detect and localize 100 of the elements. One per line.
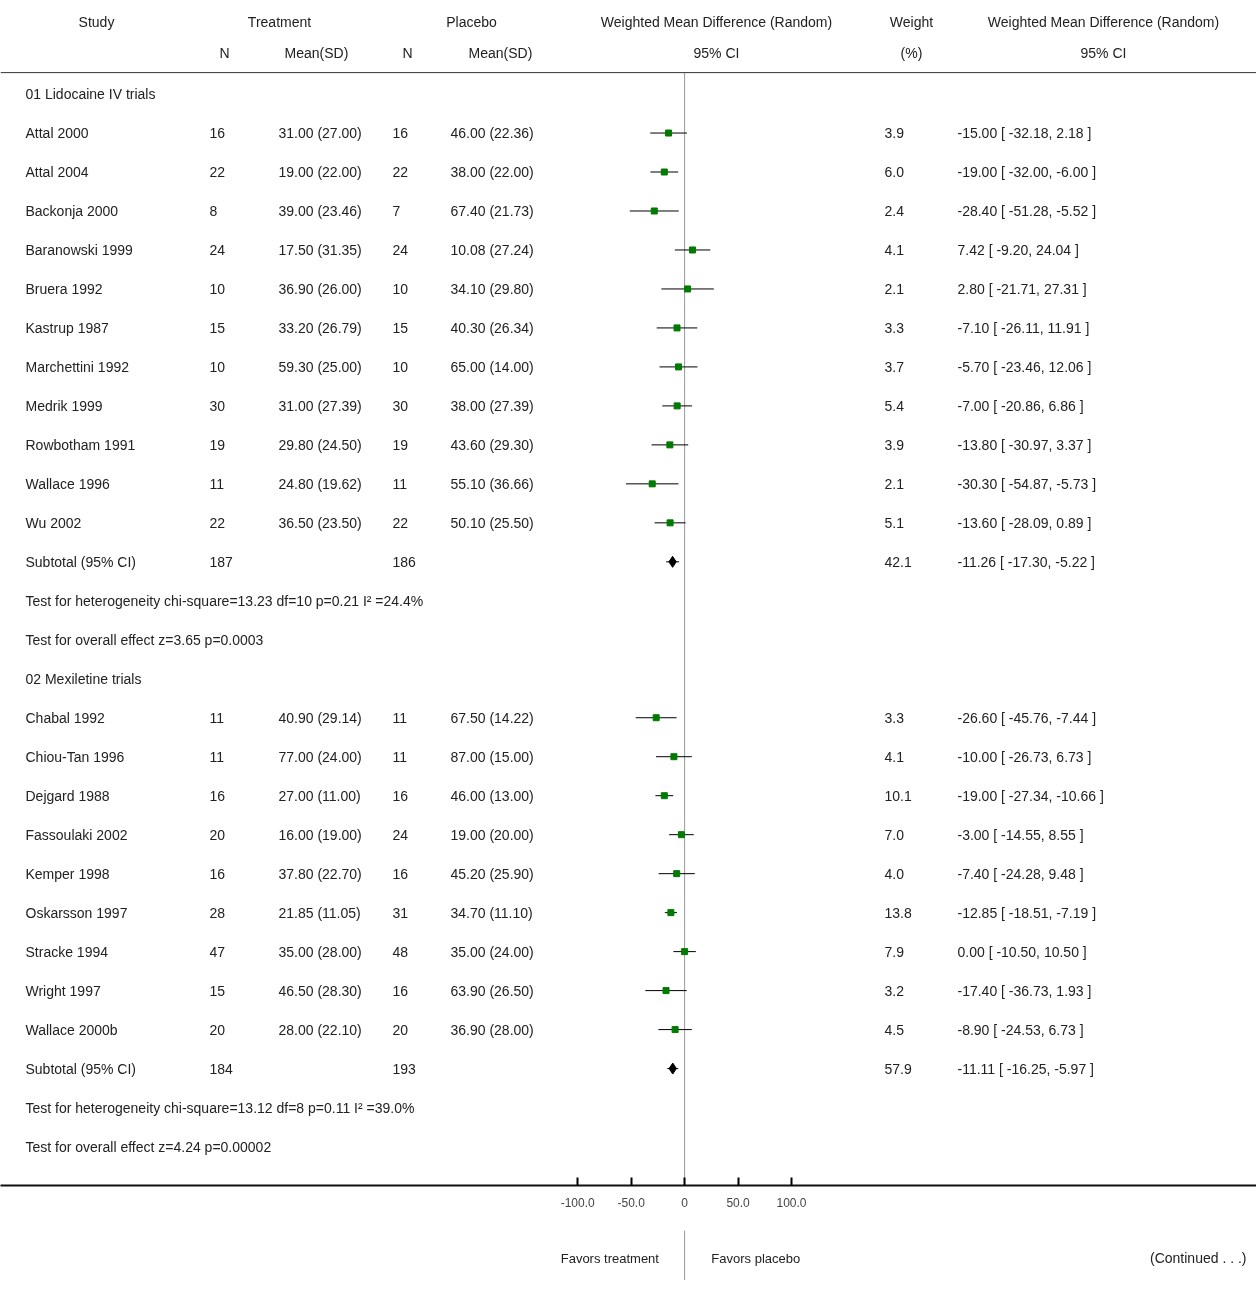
annotation: 39.00 (23.46): [278, 202, 362, 219]
annotation: 50.10 (25.50): [450, 514, 534, 531]
annotation: 46.50 (28.30): [278, 982, 362, 999]
annotation: 40.90 (29.14): [278, 709, 362, 726]
y-tick-label: Medrik 1999: [25, 397, 103, 414]
annotation: 45.20 (25.90): [450, 865, 534, 882]
y-tick-label: Subtotal (95% CI): [25, 553, 136, 570]
annotation: 38.00 (22.00): [450, 164, 534, 181]
x-tick-label: 0: [681, 1195, 689, 1210]
annotation: 193: [392, 1060, 417, 1077]
annotation: 15: [392, 319, 409, 336]
y-tick-label: Test for overall effect z=3.65 p=0.0003: [25, 631, 264, 648]
annotation: 10.1: [884, 787, 912, 804]
annotation: -28.40 [ -51.28, -5.52 ]: [957, 202, 1097, 219]
annotation: -7.00 [ -20.86, 6.86 ]: [957, 397, 1084, 414]
annotation: 10: [392, 280, 409, 297]
annotation: 187: [209, 553, 234, 570]
annotation: 16: [209, 865, 226, 882]
annotation: 19.00 (20.00): [450, 826, 534, 843]
point: [671, 1026, 679, 1034]
y-tick-label: Rowbotham 1991: [25, 436, 136, 453]
text: 95% CI: [1080, 45, 1127, 62]
y-tick-label: Subtotal (95% CI): [25, 1060, 136, 1077]
x-tick-label: 50.0: [726, 1195, 751, 1210]
annotation: 65.00 (14.00): [450, 358, 534, 375]
text: Weighted Mean Difference (Random): [987, 13, 1220, 30]
annotation: 7.9: [884, 943, 905, 960]
x-tick-label: 100.0: [776, 1195, 807, 1210]
annotation: 10: [209, 280, 226, 297]
annotation: 59.30 (25.00): [278, 358, 362, 375]
annotation: 30: [392, 397, 409, 414]
annotation: 28.00 (22.10): [278, 1021, 362, 1038]
annotation: 0.00 [ -10.50, 10.50 ]: [957, 943, 1087, 960]
annotation: 4.0: [884, 865, 905, 882]
annotation: 47: [209, 943, 226, 960]
annotation: 4.1: [884, 748, 905, 765]
annotation: -7.10 [ -26.11, 11.91 ]: [957, 319, 1090, 336]
annotation: 7: [392, 202, 401, 219]
annotation: 34.70 (11.10): [450, 904, 533, 921]
text: Weight: [889, 13, 934, 30]
y-tick-label: Kastrup 1987: [25, 319, 109, 336]
point: [648, 480, 656, 488]
annotation: 186: [392, 553, 417, 570]
annotation: -13.60 [ -28.09, 0.89 ]: [957, 514, 1092, 531]
annotation: 16: [209, 125, 226, 142]
annotation: 19: [392, 436, 409, 453]
text: Placebo: [446, 13, 498, 30]
annotation: 5.4: [884, 397, 905, 414]
annotation: 57.9: [884, 1060, 912, 1077]
y-tick-label: Chabal 1992: [25, 709, 106, 726]
annotation: 31: [392, 904, 409, 921]
y-tick-label: Wright 1997: [25, 982, 101, 999]
annotation: 31.00 (27.00): [278, 125, 362, 142]
annotation: 7.0: [884, 826, 905, 843]
annotation: 35.00 (28.00): [278, 943, 362, 960]
annotation: 2.80 [ -21.71, 27.31 ]: [957, 280, 1087, 297]
text: Weighted Mean Difference (Random): [600, 13, 833, 30]
annotation: 7.42 [ -9.20, 24.04 ]: [957, 241, 1079, 258]
point: [681, 948, 689, 956]
annotation: 10.08 (27.24): [450, 241, 534, 258]
annotation: 184: [209, 1060, 234, 1077]
annotation: 16: [392, 125, 409, 142]
y-tick-label: Test for heterogeneity chi-square=13.23 df=10 p=0.21 I² =24.4%: [25, 592, 424, 609]
annotation: 2.4: [884, 202, 905, 219]
annotation: 20: [392, 1021, 409, 1038]
annotation: 33.20 (26.79): [278, 319, 362, 336]
y-tick-label: Wu 2002: [25, 514, 82, 531]
y-tick-label: 01 Lidocaine IV trials: [25, 86, 156, 103]
annotation: 3.9: [884, 436, 905, 453]
text: Treatment: [247, 13, 312, 30]
y-tick-label: Oskarsson 1997: [25, 904, 128, 921]
text: N: [219, 45, 230, 62]
annotation: 37.80 (22.70): [278, 865, 362, 882]
annotation: 24: [392, 241, 409, 258]
annotation: 10: [209, 358, 226, 375]
annotation: 55.10 (36.66): [450, 475, 534, 492]
y-tick-label: Baranowski 1999: [25, 241, 134, 258]
annotation: 46.00 (22.36): [450, 125, 534, 142]
annotation: -10.00 [ -26.73, 6.73 ]: [957, 748, 1092, 765]
y-tick-label: 02 Mexiletine trials: [25, 670, 142, 687]
annotation: 3.7: [884, 358, 905, 375]
text: Study: [78, 13, 115, 30]
y-tick-label: Chiou-Tan 1996: [25, 748, 125, 765]
annotation: -26.60 [ -45.76, -7.44 ]: [957, 709, 1097, 726]
annotation: 11: [392, 475, 408, 492]
annotation: 24: [392, 826, 409, 843]
annotation: -19.00 [ -32.00, -6.00 ]: [957, 164, 1097, 181]
annotation: 21.85 (11.05): [278, 904, 361, 921]
annotation: 5.1: [884, 514, 905, 531]
y-tick-label: Wallace 2000b: [25, 1021, 118, 1038]
y-tick-label: Wallace 1996: [25, 475, 111, 492]
annotation: 67.50 (14.22): [450, 709, 534, 726]
annotation: 36.90 (26.00): [278, 280, 362, 297]
annotation: -30.30 [ -54.87, -5.73 ]: [957, 475, 1097, 492]
annotation: 10: [392, 358, 409, 375]
annotation: 24.80 (19.62): [278, 475, 362, 492]
annotation: -11.26 [ -17.30, -5.22 ]: [957, 553, 1095, 570]
annotation: 22: [209, 514, 226, 531]
annotation: 16: [392, 982, 409, 999]
annotation: 11: [209, 475, 225, 492]
